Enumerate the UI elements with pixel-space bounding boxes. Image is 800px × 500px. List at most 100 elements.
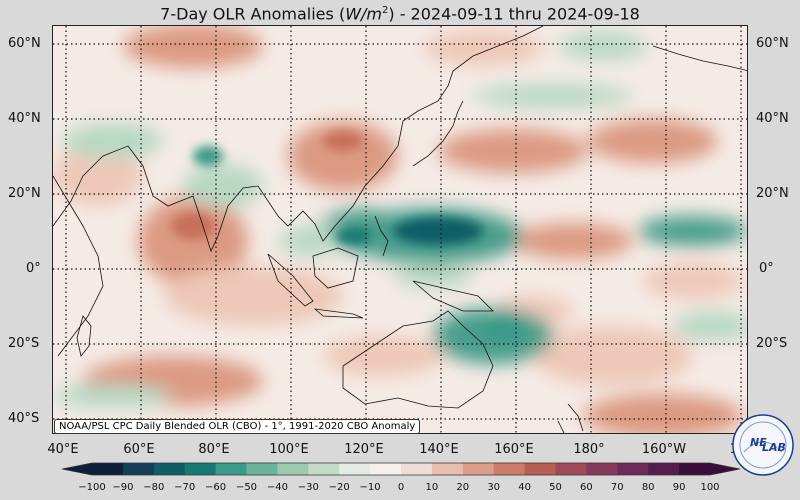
coastline-alaska	[652, 45, 747, 71]
wet-anomaly	[638, 216, 747, 246]
colorbar-tick-label: 40	[518, 482, 531, 493]
lat-label-left: 40°N	[8, 111, 41, 126]
logo-text-top: NE	[750, 436, 767, 449]
logo-globe	[743, 441, 783, 453]
coastline-japan	[412, 100, 464, 167]
colorbar-tick-label: 90	[672, 482, 686, 493]
dry-anomaly	[513, 223, 633, 259]
colorbar-swatch	[648, 463, 680, 475]
dry-anomaly	[533, 326, 693, 386]
noaa-logo[interactable]: NE LAB	[732, 414, 794, 476]
dry-anomaly	[588, 119, 718, 163]
colorbar-tick-label: −70	[174, 482, 196, 493]
dry-anomaly	[643, 263, 743, 299]
logo-outer-ring	[732, 414, 794, 476]
dry-anomaly	[583, 394, 743, 433]
lat-label-right: 60°N	[756, 36, 789, 51]
lat-label-left: 40°S	[8, 411, 40, 426]
colorbar-tick-label: −20	[328, 482, 350, 493]
colorbar-tick-label: 60	[580, 482, 593, 493]
lat-label-right: 20°N	[756, 186, 789, 201]
coastline-asia	[53, 26, 544, 253]
colorbar-tick-label: 30	[487, 482, 501, 493]
colorbar	[62, 462, 740, 476]
map-title: 7-Day OLR Anomalies (W/m2) - 2024-09-11 …	[160, 4, 640, 24]
coastline-sumatra	[267, 253, 314, 307]
colorbar-tick-label: 0	[397, 482, 405, 493]
dry-anomaly	[138, 196, 248, 286]
lat-label-right: 40°N	[756, 111, 789, 126]
coastline-borneo	[312, 247, 359, 289]
coastline-philippines	[374, 215, 389, 257]
coastline-new-zealand	[557, 403, 584, 433]
colorbar-swatch	[462, 463, 495, 475]
wet-anomaly	[63, 123, 163, 159]
colorbar-swatch	[524, 463, 556, 475]
colorbar-swatch	[401, 463, 433, 475]
lon-label: 180°	[573, 442, 605, 457]
coastline-madagascar	[76, 315, 92, 357]
colorbar-tick-label: 70	[610, 482, 624, 493]
colorbar-swatch	[339, 463, 371, 475]
wet-anomaly	[558, 32, 648, 60]
dry-anomaly	[288, 121, 398, 191]
colorbar-swatch	[122, 463, 155, 475]
wet-anomaly	[183, 164, 263, 208]
lon-label: 160°E	[494, 442, 534, 457]
coastline-australia	[342, 310, 494, 409]
lat-label-right: 0°	[759, 261, 774, 276]
anomaly-field	[53, 26, 747, 433]
data-source-credit: NOAA/PSL CPC Daily Blended OLR (CBO) - 1…	[54, 419, 421, 434]
lon-label: 100°E	[269, 442, 309, 457]
wet-anomaly-core	[393, 217, 483, 245]
colorbar-tick-label: −10	[359, 482, 381, 493]
colorbar-swatch	[370, 463, 402, 475]
colorbar-tick-label: 20	[456, 482, 470, 493]
dry-anomaly	[423, 30, 543, 66]
coastline-new-guinea	[412, 280, 494, 312]
colorbar-tick-label: 80	[641, 482, 655, 493]
colorbar-tick-label: −60	[205, 482, 227, 493]
colorbar-tick-label: 10	[425, 482, 439, 493]
dry-anomaly-core	[171, 212, 215, 240]
lat-label-right: 20°S	[756, 336, 788, 351]
lat-label-left: 60°N	[8, 36, 41, 51]
dry-anomaly	[323, 336, 443, 376]
wet-anomaly	[53, 384, 173, 408]
colorbar-tick-label: −50	[235, 482, 258, 493]
wet-anomaly	[673, 311, 747, 341]
lon-label: 80°E	[198, 442, 230, 457]
logo-text-bottom: LAB	[762, 441, 786, 454]
dry-anomaly	[438, 129, 588, 173]
lon-label: 160°W	[641, 442, 687, 457]
lat-label-left: 0°	[26, 261, 41, 276]
lon-label: 140°E	[419, 442, 459, 457]
colorbar-extend-low	[62, 463, 92, 475]
colorbar-swatch	[586, 463, 618, 475]
lon-label: 40°E	[47, 442, 79, 457]
colorbar-tick-label: −90	[112, 482, 134, 493]
coastlines	[53, 26, 747, 433]
dry-anomaly	[123, 26, 263, 68]
colorbar-tick-label: −80	[143, 482, 165, 493]
lat-label-left: 20°S	[8, 336, 40, 351]
colorbar-swatch	[555, 463, 587, 475]
colorbar-swatch	[92, 463, 124, 475]
colorbar-swatch	[184, 463, 217, 475]
colorbar-swatch	[431, 463, 464, 475]
wet-anomaly	[473, 84, 633, 108]
colorbar-swatch	[679, 463, 711, 475]
wet-anomaly	[393, 264, 473, 288]
colorbar-extend-high	[710, 463, 740, 475]
dry-anomaly-core	[323, 131, 363, 151]
colorbar-swatch	[153, 463, 186, 475]
colorbar-swatch	[215, 463, 247, 475]
dry-anomaly	[163, 266, 343, 326]
colorbar-swatch	[277, 463, 309, 475]
colorbar-outline	[62, 462, 740, 476]
colorbar-tick-label: 100	[700, 482, 720, 493]
colorbar-tick-label: −100	[78, 482, 106, 493]
coastline-africa	[53, 175, 104, 357]
lon-label: 120°E	[344, 442, 384, 457]
lon-label: 60°E	[123, 442, 155, 457]
